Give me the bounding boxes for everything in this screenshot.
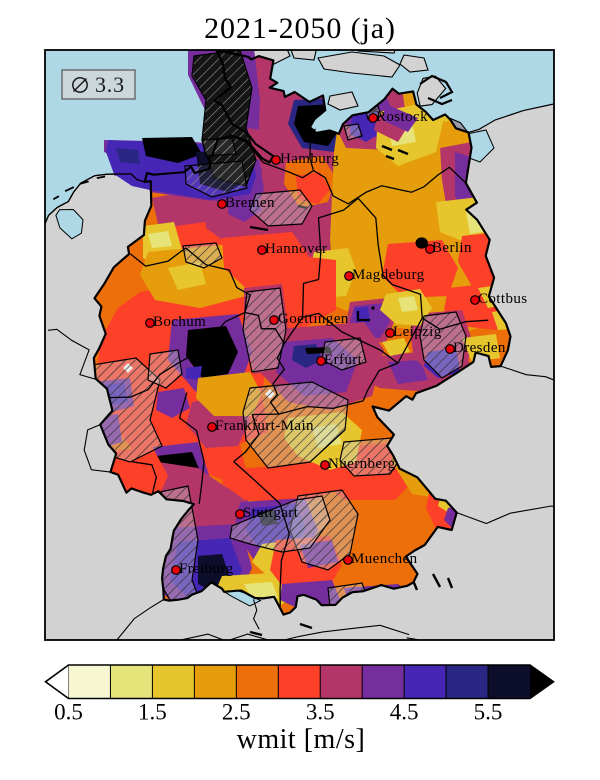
svg-text:Goettingen: Goettingen [278, 311, 349, 327]
svg-text:Nuernberg: Nuernberg [328, 456, 396, 472]
svg-text:wmit [m/s]: wmit [m/s] [237, 724, 366, 755]
svg-text:2021-2050 (ja): 2021-2050 (ja) [204, 12, 396, 45]
svg-text:Magdeburg: Magdeburg [352, 267, 425, 283]
svg-text:Cottbus: Cottbus [478, 291, 527, 307]
svg-text:Dresden: Dresden [453, 340, 506, 356]
svg-text:Hannover: Hannover [265, 241, 327, 257]
svg-text:Stuttgart: Stuttgart [243, 505, 299, 521]
svg-text:Leipzig: Leipzig [393, 324, 442, 340]
svg-text:Rostock: Rostock [376, 109, 428, 125]
svg-text:2.5: 2.5 [222, 700, 251, 725]
svg-text:Frankfurt-Main: Frankfurt-Main [215, 418, 314, 434]
svg-text:5.5: 5.5 [474, 700, 503, 725]
svg-text:Muenchen: Muenchen [351, 551, 418, 567]
svg-text:Berlin: Berlin [432, 240, 472, 256]
svg-text:3.3: 3.3 [95, 72, 125, 97]
svg-text:0.5: 0.5 [54, 700, 83, 725]
svg-text:3.5: 3.5 [306, 700, 335, 725]
svg-text:1.5: 1.5 [138, 700, 167, 725]
svg-text:Bremen: Bremen [225, 195, 275, 211]
svg-text:4.5: 4.5 [390, 700, 419, 725]
svg-text:Freiburg: Freiburg [179, 561, 234, 577]
svg-text:Erfurt: Erfurt [324, 352, 363, 368]
svg-text:Bochum: Bochum [153, 314, 206, 330]
svg-text:Hamburg: Hamburg [280, 151, 339, 167]
